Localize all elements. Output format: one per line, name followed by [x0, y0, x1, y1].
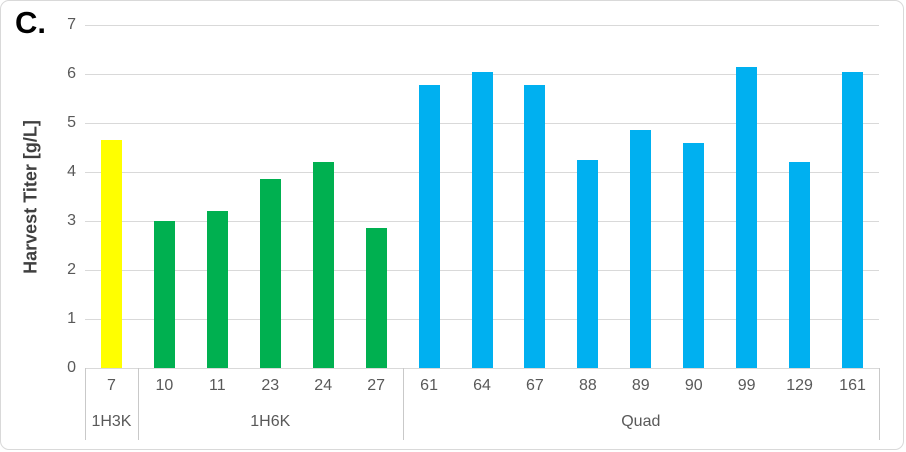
x-tick-label: 10 — [155, 377, 174, 394]
bar — [100, 140, 122, 368]
x-tick-label: 27 — [367, 377, 386, 394]
x-axis-group-label: Quad — [621, 413, 661, 430]
gridline — [85, 368, 879, 369]
category-axis-divider — [402, 368, 404, 440]
x-tick-label: 88 — [578, 377, 597, 394]
x-tick-label: 89 — [631, 377, 650, 394]
bar — [577, 159, 599, 368]
x-tick-label: 90 — [684, 377, 703, 394]
x-axis-group-label: 1H6K — [250, 413, 291, 430]
bar — [683, 142, 705, 368]
bar — [153, 221, 175, 368]
x-tick-label: 23 — [261, 377, 280, 394]
bar — [471, 71, 493, 368]
gridline — [85, 25, 879, 26]
category-axis-divider — [137, 368, 139, 440]
y-tick-label: 5 — [67, 114, 76, 131]
x-tick-label: 64 — [473, 377, 491, 394]
x-tick-label: 99 — [737, 377, 756, 394]
y-tick-label: 4 — [67, 163, 76, 180]
bar — [418, 84, 440, 368]
bar — [365, 228, 387, 368]
y-tick-label: 0 — [67, 359, 76, 376]
y-tick-label: 1 — [67, 310, 76, 327]
x-axis-group-label: 1H3K — [91, 413, 132, 430]
y-tick-label: 3 — [67, 212, 76, 229]
x-tick-label: 24 — [314, 377, 333, 394]
x-tick-label: 7 — [107, 377, 116, 394]
y-tick-label: 6 — [67, 65, 76, 82]
x-tick-label: 161 — [839, 377, 866, 394]
y-tick-label: 2 — [67, 261, 76, 278]
x-tick-label: 129 — [786, 377, 813, 394]
bar — [789, 162, 811, 368]
x-tick-label: 11 — [209, 377, 226, 394]
category-axis-divider — [85, 368, 86, 440]
bar — [630, 130, 652, 368]
y-tick-label: 7 — [67, 16, 76, 33]
bar — [736, 66, 758, 368]
bar — [259, 179, 281, 368]
bar — [312, 162, 334, 368]
panel-label: C. — [15, 5, 46, 40]
x-tick-label: 61 — [420, 377, 438, 394]
bar — [206, 211, 228, 368]
bar — [524, 84, 546, 368]
bar — [842, 71, 864, 368]
x-tick-label: 67 — [526, 377, 544, 394]
category-axis-divider — [879, 368, 880, 440]
